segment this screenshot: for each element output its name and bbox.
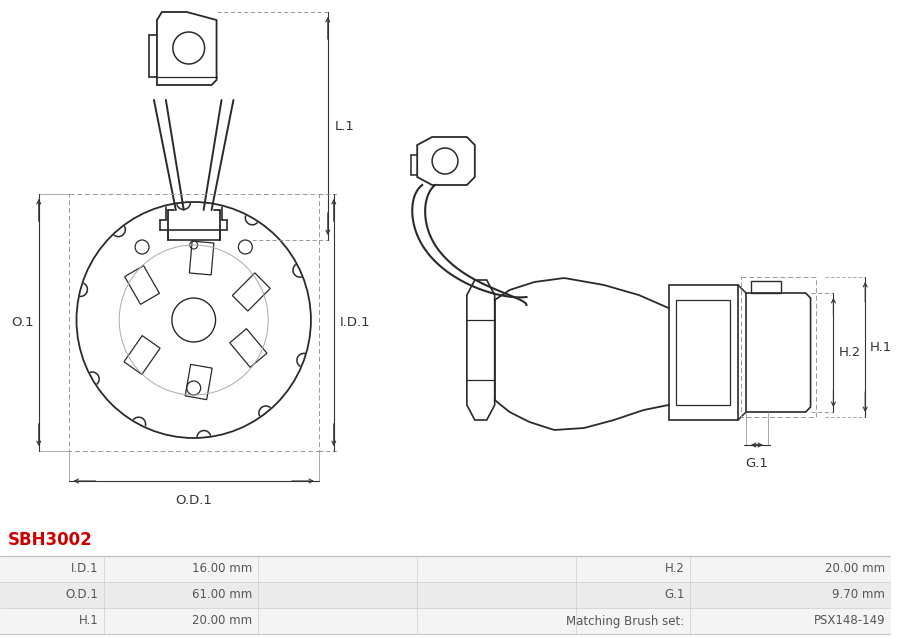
Text: 20.00 mm: 20.00 mm	[192, 615, 252, 627]
Text: 61.00 mm: 61.00 mm	[192, 589, 252, 601]
Text: 20.00 mm: 20.00 mm	[825, 562, 885, 576]
Text: H.2: H.2	[665, 562, 684, 576]
Text: G.1: G.1	[745, 457, 769, 470]
Bar	[0, 582, 891, 608]
Bar	[0, 556, 891, 582]
Text: O.D.1: O.D.1	[65, 589, 99, 601]
Text: I.D.1: I.D.1	[340, 316, 370, 329]
Bar	[0, 608, 891, 634]
Text: L.1: L.1	[335, 119, 354, 132]
Text: 9.70 mm: 9.70 mm	[832, 589, 885, 601]
Text: O.D.1: O.D.1	[175, 494, 212, 507]
Text: H.1: H.1	[870, 341, 893, 353]
Text: 16.00 mm: 16.00 mm	[192, 562, 252, 576]
Text: Matching Brush set:: Matching Brush set:	[566, 615, 684, 627]
Text: H.2: H.2	[839, 346, 860, 359]
Text: SBH3002: SBH3002	[8, 531, 92, 549]
Text: G.1: G.1	[664, 589, 684, 601]
Text: O.1: O.1	[11, 316, 34, 329]
Text: I.D.1: I.D.1	[71, 562, 99, 576]
Text: PSX148-149: PSX148-149	[814, 615, 885, 627]
Text: H.1: H.1	[79, 615, 99, 627]
